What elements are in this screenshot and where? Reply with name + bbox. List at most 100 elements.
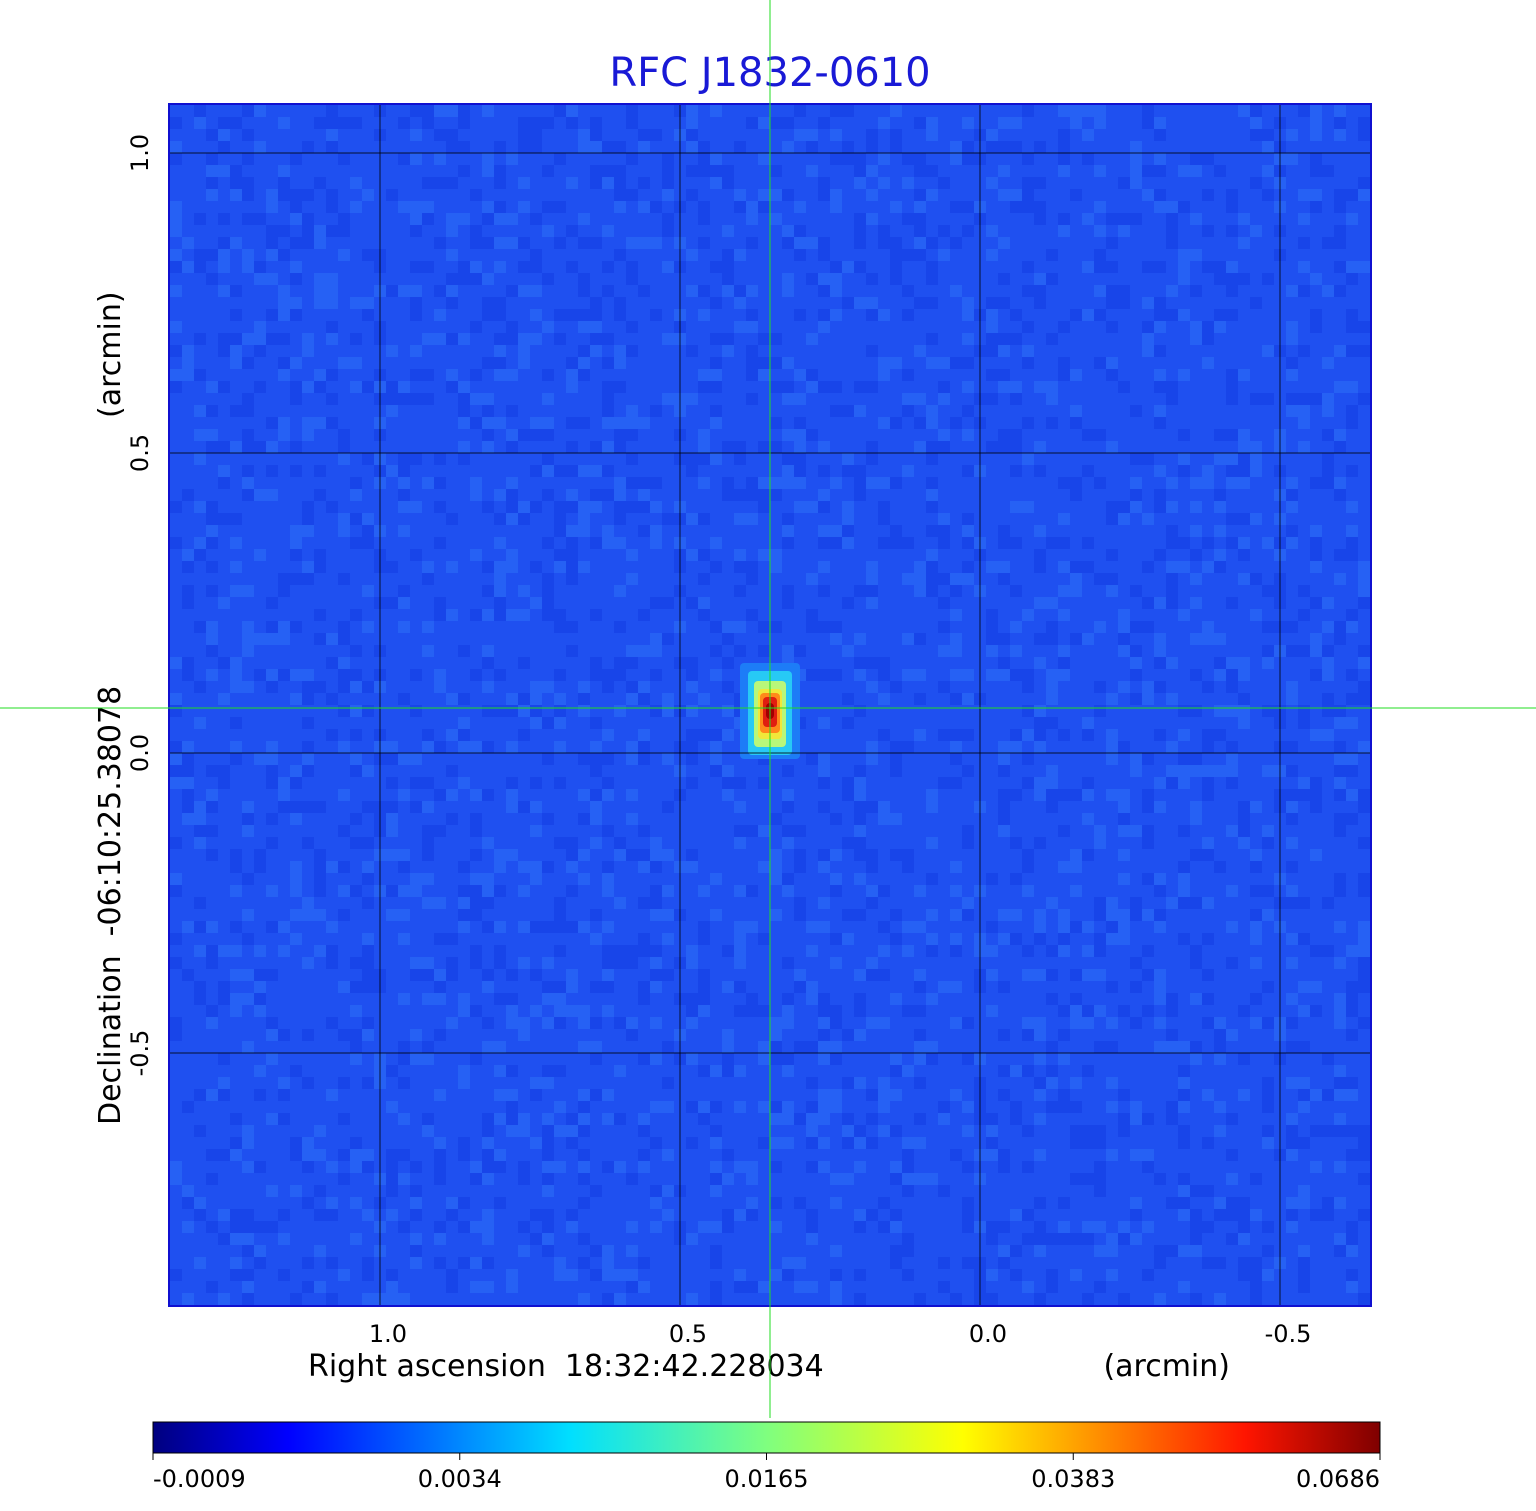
noise-cell [1286, 1149, 1298, 1161]
noise-cell [1166, 561, 1178, 573]
noise-cell [1238, 837, 1250, 849]
noise-cell [218, 945, 230, 957]
noise-cell [746, 561, 758, 573]
noise-cell [350, 201, 362, 213]
noise-cell [986, 609, 998, 621]
noise-cell [290, 777, 302, 789]
noise-cell [1190, 993, 1202, 1005]
noise-cell [866, 453, 878, 465]
noise-cell [542, 1161, 554, 1173]
noise-cell [1322, 729, 1334, 741]
noise-cell [1358, 1173, 1370, 1185]
noise-cell [614, 345, 626, 357]
noise-cell [782, 1017, 794, 1029]
noise-cell [1058, 357, 1070, 369]
noise-cell [998, 1257, 1010, 1269]
noise-cell [1322, 393, 1334, 405]
noise-cell [1322, 621, 1334, 633]
noise-cell [206, 633, 218, 645]
noise-cell [734, 957, 746, 969]
noise-cell [230, 717, 242, 729]
noise-cell [170, 837, 182, 849]
noise-cell [1010, 645, 1022, 657]
noise-cell [542, 1185, 554, 1197]
noise-cell [518, 285, 530, 297]
noise-cell [1166, 777, 1178, 789]
noise-cell [986, 873, 998, 885]
noise-cell [1286, 1209, 1298, 1221]
noise-cell [566, 105, 578, 117]
noise-cell [1298, 393, 1310, 405]
noise-cell [1202, 1137, 1214, 1149]
noise-cell [494, 297, 506, 309]
noise-cell [422, 369, 434, 381]
noise-cell [1178, 885, 1190, 897]
noise-cell [1298, 405, 1310, 417]
noise-cell [1322, 429, 1334, 441]
noise-cell [1082, 465, 1094, 477]
noise-cell [1346, 981, 1358, 993]
noise-cell [1358, 261, 1370, 273]
noise-cell [782, 789, 794, 801]
noise-cell [1226, 705, 1238, 717]
noise-cell [1334, 573, 1346, 585]
noise-cell [266, 189, 278, 201]
noise-cell [890, 417, 902, 429]
noise-cell [314, 465, 326, 477]
noise-cell [1346, 405, 1358, 417]
noise-cell [806, 369, 818, 381]
noise-cell [302, 801, 314, 813]
noise-cell [842, 933, 854, 945]
noise-cell [1322, 477, 1334, 489]
noise-cell [734, 1281, 746, 1293]
noise-cell [770, 417, 782, 429]
noise-cell [266, 597, 278, 609]
noise-cell [482, 837, 494, 849]
noise-cell [638, 681, 650, 693]
noise-cell [638, 645, 650, 657]
noise-cell [698, 549, 710, 561]
noise-cell [362, 861, 374, 873]
noise-cell [386, 1293, 398, 1305]
noise-cell [1322, 1053, 1334, 1065]
noise-cell [482, 885, 494, 897]
noise-cell [602, 165, 614, 177]
noise-cell [1238, 693, 1250, 705]
noise-cell [1346, 549, 1358, 561]
noise-cell [1106, 741, 1118, 753]
noise-cell [194, 621, 206, 633]
noise-cell [398, 153, 410, 165]
noise-cell [950, 285, 962, 297]
noise-cell [182, 669, 194, 681]
noise-cell [1346, 1245, 1358, 1257]
noise-cell [722, 765, 734, 777]
noise-cell [482, 1041, 494, 1053]
noise-cell [962, 201, 974, 213]
noise-cell [266, 441, 278, 453]
noise-cell [482, 429, 494, 441]
noise-cell [842, 693, 854, 705]
noise-cell [662, 1101, 674, 1113]
noise-cell [206, 765, 218, 777]
noise-cell [338, 429, 350, 441]
noise-cell [278, 777, 290, 789]
noise-cell [1118, 177, 1130, 189]
noise-cell [1250, 1281, 1262, 1293]
noise-cell [638, 285, 650, 297]
noise-cell [698, 477, 710, 489]
noise-cell [950, 1017, 962, 1029]
noise-cell [170, 1173, 182, 1185]
noise-cell [482, 1221, 494, 1233]
noise-cell [1166, 1113, 1178, 1125]
noise-cell [806, 609, 818, 621]
noise-cell [710, 1101, 722, 1113]
noise-cell [398, 753, 410, 765]
noise-cell [446, 693, 458, 705]
noise-cell [1058, 561, 1070, 573]
noise-cell [362, 249, 374, 261]
noise-cell [314, 609, 326, 621]
noise-cell [1310, 273, 1322, 285]
noise-cell [998, 441, 1010, 453]
noise-cell [782, 429, 794, 441]
noise-cell [1322, 897, 1334, 909]
